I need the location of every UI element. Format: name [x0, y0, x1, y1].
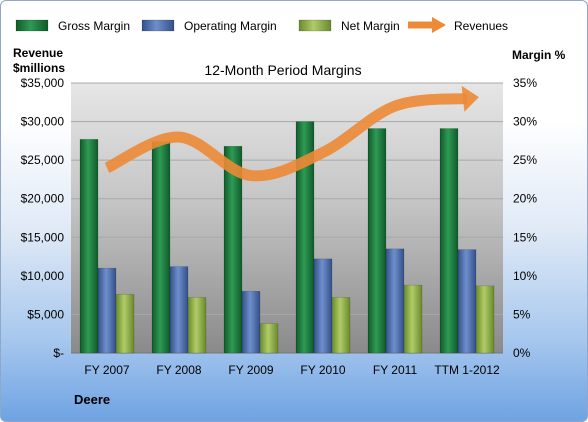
- right-tick-label: 0%: [513, 346, 531, 360]
- bar-gross-margin: [295, 121, 315, 354]
- right-tick-label: 5%: [513, 307, 531, 321]
- x-tick-label: FY 2009: [228, 363, 273, 377]
- x-tick-label: FY 2011: [373, 363, 418, 377]
- legend: Gross Margin Operating Margin Net Margin Re…: [15, 17, 508, 33]
- x-tick-label: TTM 1-2012: [434, 363, 500, 377]
- right-tick-label: 10%: [513, 269, 537, 283]
- right-axis-ticks: 0% 5% 10% 15% 20% 25% 30% 35%: [513, 76, 537, 360]
- legend-swatch: [298, 19, 332, 32]
- left-axis-ticks: $- $5,000 $10,000 $15,000 $20,000 $25,000 $30,…: [21, 76, 65, 360]
- bar-operating-margin: [313, 258, 333, 354]
- company-label: Deere: [74, 392, 110, 407]
- legend-label: Net Margin: [341, 19, 400, 33]
- legend-swatch-arrow: [432, 17, 446, 33]
- bar-net-margin: [331, 297, 351, 354]
- legend-label: Revenues: [454, 19, 508, 33]
- plot-area: [71, 83, 503, 353]
- legend-swatch: [15, 19, 49, 32]
- legend-label: Operating Margin: [184, 19, 277, 33]
- x-tick-label: FY 2007: [84, 363, 129, 377]
- bar-operating-margin: [241, 291, 261, 354]
- right-tick-label: 35%: [513, 76, 537, 90]
- right-tick-label: 15%: [513, 230, 537, 244]
- left-tick-label: $10,000: [21, 269, 65, 283]
- bar-operating-margin: [169, 266, 189, 354]
- left-axis-label-line2: $millions: [13, 61, 65, 75]
- x-tick-label: FY 2010: [300, 363, 345, 377]
- revenue-line: [104, 85, 479, 182]
- bar-gross-margin: [151, 141, 171, 354]
- bar-operating-margin: [457, 249, 477, 354]
- x-tick-label: FY 2008: [156, 363, 201, 377]
- right-tick-label: 30%: [513, 115, 537, 129]
- chart-title: 12-Month Period Margins: [204, 62, 361, 78]
- bar-gross-margin: [367, 128, 387, 354]
- bar-gross-margin: [439, 128, 459, 354]
- gridlines: [71, 82, 503, 354]
- bar-net-margin: [403, 284, 423, 354]
- left-tick-label: $15,000: [21, 230, 65, 244]
- bar-operating-margin: [97, 267, 117, 354]
- bar-gross-margin: [79, 139, 99, 354]
- bar-net-margin: [475, 285, 495, 354]
- bar-series: [79, 121, 495, 354]
- left-tick-label: $25,000: [21, 153, 65, 167]
- bar-net-margin: [259, 323, 279, 354]
- bar-operating-margin: [385, 248, 405, 354]
- left-tick-label: $30,000: [21, 115, 65, 129]
- bar-gross-margin: [223, 146, 243, 354]
- left-tick-label: $35,000: [21, 76, 65, 90]
- left-tick-label: $20,000: [21, 192, 65, 206]
- revenue-series-line: [104, 92, 468, 182]
- legend-label: Gross Margin: [58, 19, 130, 33]
- left-axis-label-line1: Revenue: [13, 46, 63, 60]
- left-tick-label: $-: [53, 346, 64, 360]
- left-tick-label: $5,000: [27, 307, 64, 321]
- right-tick-label: 20%: [513, 192, 537, 206]
- bar-net-margin: [187, 297, 207, 354]
- x-axis-ticks: FY 2007 FY 2008 FY 2009 FY 2010 FY 2011 TTM 1…: [84, 363, 500, 377]
- right-tick-label: 25%: [513, 153, 537, 167]
- right-axis-label: Margin %: [512, 48, 566, 62]
- bar-net-margin: [115, 294, 135, 354]
- legend-swatch: [141, 19, 175, 32]
- revenue-arrowhead: [461, 85, 479, 112]
